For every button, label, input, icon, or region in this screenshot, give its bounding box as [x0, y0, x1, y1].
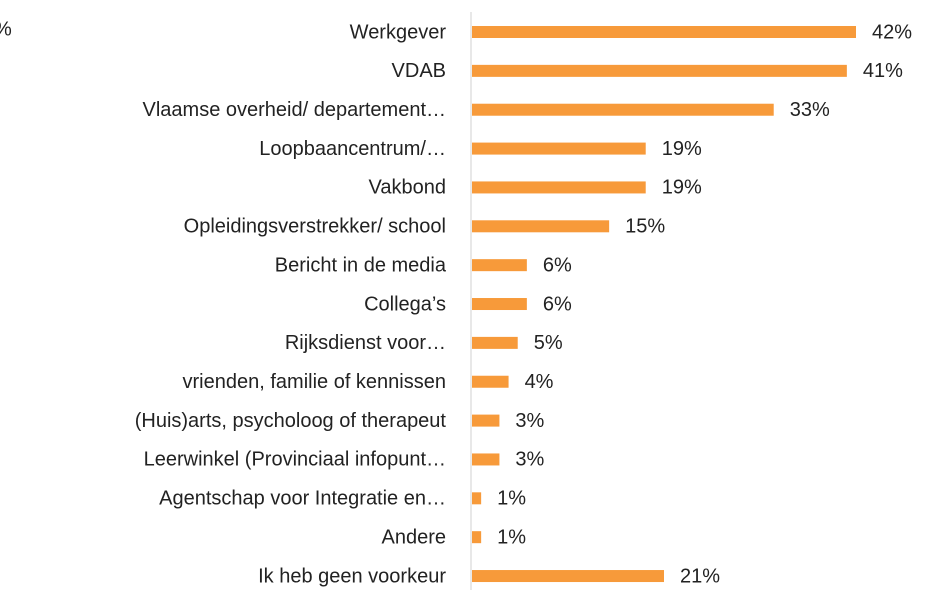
category-label: Vlaamse overheid/ departement… — [143, 99, 447, 121]
bar — [472, 375, 509, 388]
value-label: 1% — [497, 488, 526, 510]
bar — [472, 336, 518, 349]
value-label: 19% — [662, 177, 702, 199]
value-label: 33% — [790, 99, 830, 121]
category-label: (Huis)arts, psycholoog of therapeut — [135, 410, 447, 432]
bar — [472, 453, 500, 466]
category-label: Leerwinkel (Provinciaal infopunt… — [144, 449, 446, 471]
bar — [472, 142, 646, 155]
bar — [472, 220, 610, 233]
category-label: Ik heb geen voorkeur — [258, 565, 446, 587]
bar — [472, 26, 856, 38]
value-label: 21% — [680, 565, 720, 587]
value-label: 6% — [543, 254, 572, 276]
bar — [472, 103, 774, 116]
bar — [472, 492, 482, 505]
bar — [472, 181, 646, 194]
category-label: Loopbaancentrum/… — [259, 138, 446, 160]
category-label: Bericht in de media — [275, 254, 447, 276]
category-label: Werkgever — [350, 21, 447, 43]
value-label: 3% — [515, 410, 544, 432]
category-label: Andere — [382, 526, 447, 548]
bar — [472, 414, 500, 427]
value-label: 41% — [863, 60, 903, 82]
category-label: Vakbond — [369, 177, 446, 199]
category-label: Collega’s — [364, 293, 446, 315]
category-label: VDAB — [392, 60, 446, 82]
bar — [472, 570, 664, 583]
value-label: 15% — [625, 216, 665, 238]
value-label: 42% — [872, 21, 912, 43]
bar — [472, 531, 482, 544]
category-label: Opleidingsverstrekker/ school — [184, 216, 446, 238]
value-label: 1% — [497, 526, 526, 548]
category-label: vrienden, familie of kennissen — [183, 371, 446, 393]
value-label: 6% — [543, 293, 572, 315]
bar — [472, 259, 527, 272]
value-label: 19% — [662, 138, 702, 160]
value-label: 5% — [534, 332, 563, 354]
value-label: 3% — [515, 449, 544, 471]
value-label: 4% — [525, 371, 554, 393]
annotation: % — [0, 18, 12, 40]
category-label: Agentschap voor Integratie en… — [159, 488, 446, 510]
bar — [472, 64, 847, 77]
category-label: Rijksdienst voor… — [285, 332, 446, 354]
bar — [472, 298, 527, 311]
